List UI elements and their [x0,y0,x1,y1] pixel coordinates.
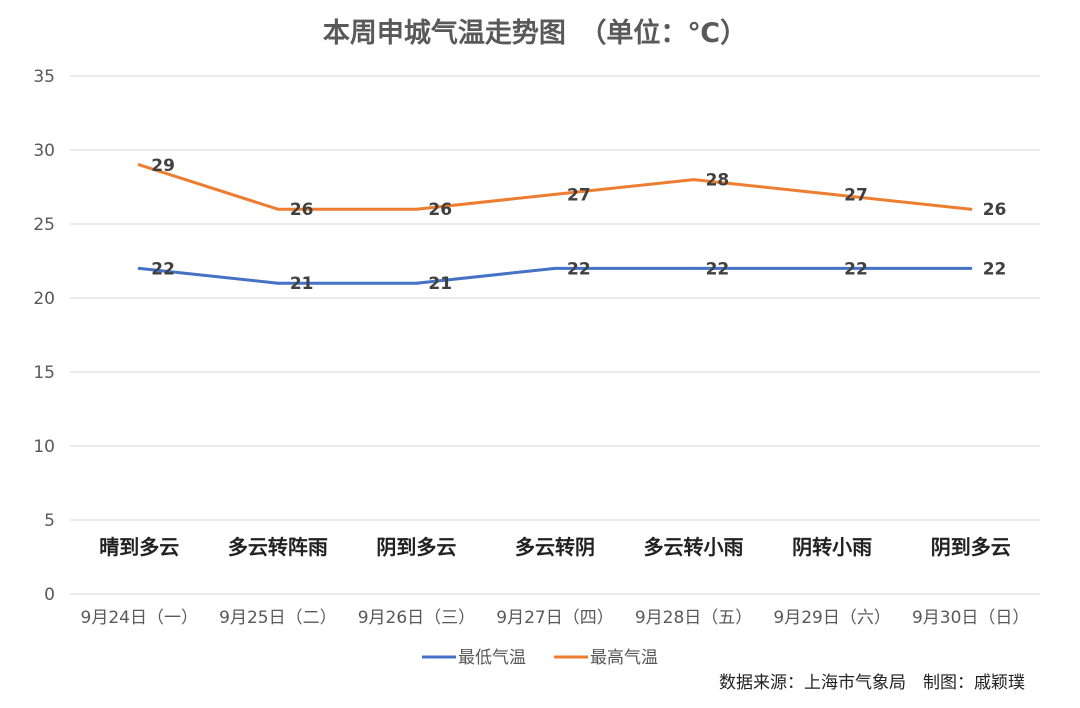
data-point [553,192,557,196]
weather-label: 多云转小雨 [644,535,744,559]
data-point [830,192,834,196]
y-tick-label: 5 [44,511,55,531]
data-point [414,207,418,211]
data-label: 22 [983,259,1007,279]
data-label: 27 [844,185,868,205]
source-note: 数据来源：上海市气象局 制图：戚颖璞 [719,673,1025,693]
data-label: 26 [983,200,1007,220]
weather-label: 阴到多云 [931,535,1011,559]
x-tick-label: 9月28日（五） [635,608,752,628]
y-tick-label: 0 [44,585,55,605]
data-label: 28 [706,171,730,191]
data-label: 22 [567,259,591,279]
data-label: 21 [290,274,314,294]
legend-label-min: 最低气温 [458,648,526,668]
y-tick-label: 15 [33,363,55,383]
series-lines [137,163,973,285]
chart-title: 本周申城气温走势图 （单位：℃） [323,17,747,49]
y-tick-label: 30 [33,141,55,161]
x-axis-ticks: 9月24日（一） 9月25日（二） 9月26日（三） 9月27日（四） 9月28日（五）… [81,608,1030,628]
gridlines [70,75,1040,595]
data-point [276,207,280,211]
data-label: 22 [706,259,730,279]
x-tick-label: 9月25日（二） [219,608,336,628]
x-tick-label: 9月29日（六） [773,608,890,628]
x-tick-label: 9月27日（四） [496,608,613,628]
y-tick-label: 10 [33,437,55,457]
y-axis-ticks: 0 5 10 15 20 25 30 35 [33,67,55,605]
weather-label: 阴转小雨 [792,535,872,559]
y-tick-label: 25 [33,215,55,235]
data-label: 26 [290,200,314,220]
weather-label: 晴到多云 [99,535,179,559]
y-tick-label: 20 [33,289,55,309]
weather-labels: 晴到多云 多云转阵雨 阴到多云 多云转阴 多云转小雨 阴转小雨 阴到多云 [99,535,1010,559]
data-label: 22 [844,259,868,279]
weather-label: 多云转阵雨 [228,535,328,559]
data-point [414,281,418,285]
data-point [692,266,696,270]
data-point [969,207,973,211]
legend-label-max: 最高气温 [590,648,658,668]
weather-label: 多云转阴 [515,535,595,559]
data-point [553,266,557,270]
data-point [137,266,141,270]
data-label: 29 [151,156,175,176]
data-point [692,178,696,182]
data-label: 27 [567,185,591,205]
x-tick-label: 9月24日（一） [81,608,198,628]
data-labels: 22 21 21 22 22 22 22 29 26 26 27 28 27 26 [151,156,1006,294]
weather-label: 阴到多云 [376,535,456,559]
data-point [969,266,973,270]
x-tick-label: 9月26日（三） [358,608,475,628]
x-tick-label: 9月30日（日） [912,608,1029,628]
data-point [276,281,280,285]
legend: 最低气温 最高气温 [422,648,658,668]
data-point [830,266,834,270]
y-tick-label: 35 [33,67,55,87]
data-point [137,163,141,167]
data-label: 21 [428,274,452,294]
data-label: 26 [428,200,452,220]
data-label: 22 [151,259,175,279]
